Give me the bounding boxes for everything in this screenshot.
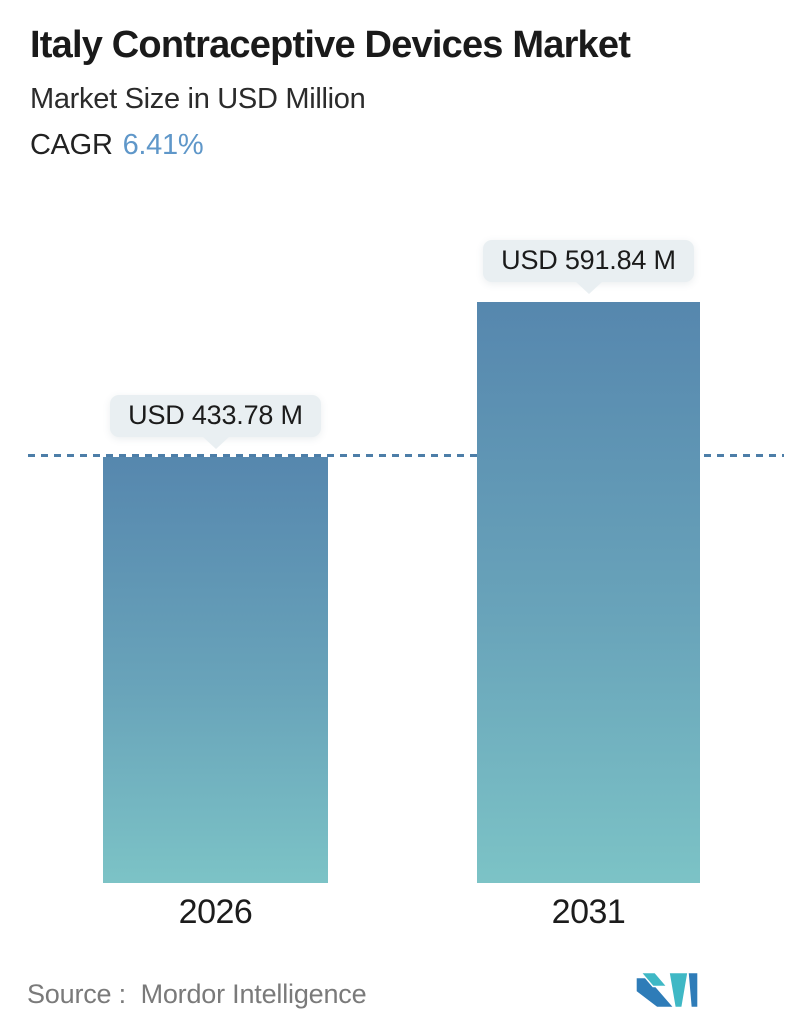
- mordor-intelligence-logo: [636, 972, 698, 1008]
- source-prefix: Source :: [27, 979, 126, 1009]
- value-tooltip-2031: USD 591.84 M: [477, 240, 700, 294]
- source-name: Mordor Intelligence: [140, 979, 367, 1009]
- cagr-label: CAGR: [30, 128, 113, 161]
- reference-dashed-line: [28, 454, 784, 457]
- cagr-row: CAGR 6.41%: [30, 129, 770, 162]
- page-title: Italy Contraceptive Devices Market: [30, 24, 631, 66]
- logo-shape-teal-right: [668, 972, 689, 1008]
- bar-2031: [477, 302, 700, 883]
- value-label-2031: USD 591.84 M: [483, 240, 694, 282]
- source-attribution: Source : Mordor Intelligence: [27, 979, 367, 1010]
- chart-subtitle: Market Size in USD Million: [30, 82, 366, 115]
- tooltip-arrow-icon: [201, 436, 230, 449]
- chart-header: Italy Contraceptive Devices Market Marke…: [30, 24, 770, 162]
- bar-2026: [103, 457, 328, 883]
- logo-shape-teal-cap: [639, 972, 669, 988]
- x-axis-label-2031: 2031: [551, 893, 626, 931]
- value-tooltip-2026: USD 433.78 M: [103, 395, 328, 449]
- logo-shape-blue-right: [687, 972, 698, 1008]
- tooltip-arrow-icon: [574, 281, 603, 294]
- value-label-2026: USD 433.78 M: [110, 395, 321, 437]
- x-axis-label-2026: 2026: [178, 893, 253, 931]
- cagr-value: 6.41%: [122, 128, 204, 161]
